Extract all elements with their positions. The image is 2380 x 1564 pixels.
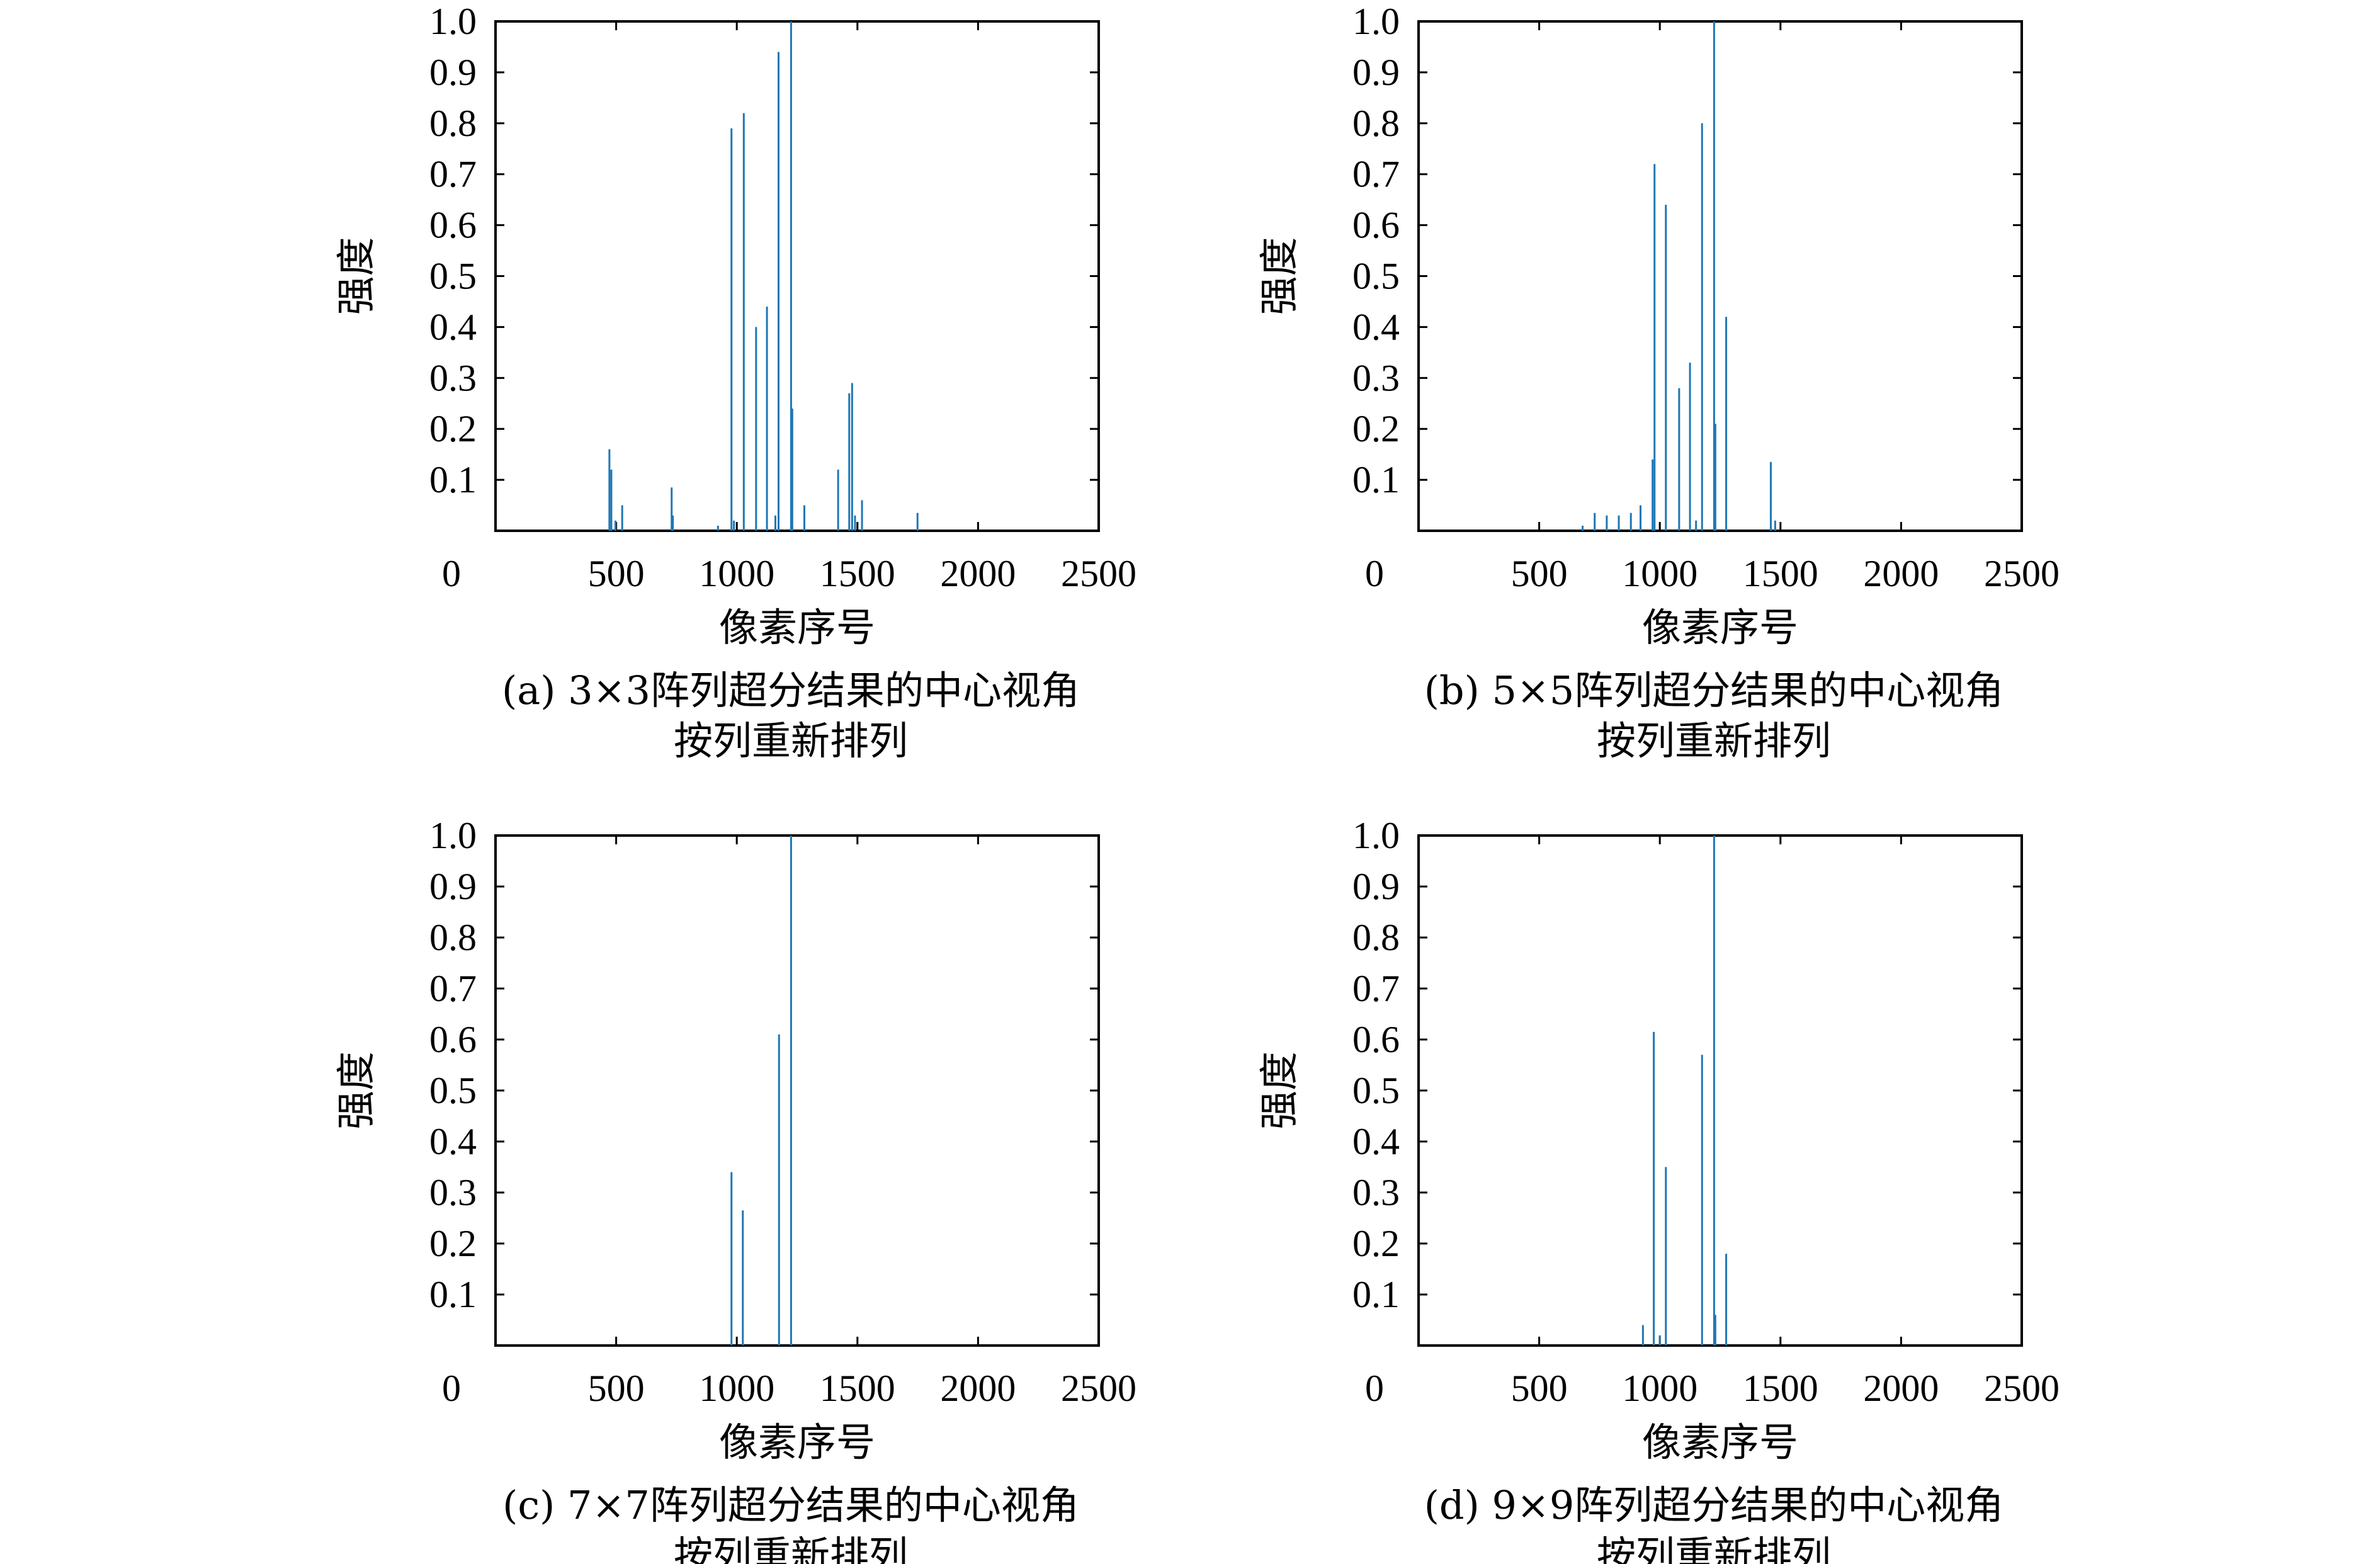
y-axis-label: 强度 — [1256, 237, 1302, 315]
y-tick-label: 0.3 — [1352, 357, 1400, 399]
chart-caption: 按列重新排列 — [674, 1533, 908, 1564]
plot-frame — [1417, 20, 2023, 532]
x-tick-label: 1500 — [1743, 553, 1818, 594]
chart-caption: (d) 9×9阵列超分结果的中心视角 — [1424, 1482, 2004, 1528]
y-tick-label: 1.0 — [429, 1, 477, 42]
y-tick-label: 0.2 — [429, 408, 477, 450]
y-tick-label: 1.0 — [1352, 815, 1400, 856]
chart-panel-0: 0.1 0.2 0.3 0.4 0.5 0.6 0.7 0.8 0.9 1.0 0 500 1000 15… — [333, 1, 1136, 764]
y-tick-label: 0.8 — [429, 103, 477, 144]
x-tick-label: 2500 — [1061, 1368, 1136, 1409]
y-tick-label: 1.0 — [429, 815, 477, 856]
x-axis-label: 像素序号 — [719, 604, 875, 650]
x-tick-label: 2500 — [1061, 553, 1136, 594]
y-tick-label: 0.6 — [1352, 1019, 1400, 1060]
x-axis-label: 像素序号 — [1642, 1419, 1798, 1465]
y-tick-label: 0.3 — [1352, 1172, 1400, 1213]
y-tick-label: 0.7 — [1352, 154, 1400, 195]
y-tick-label: 0.5 — [429, 256, 477, 297]
x-tick-label: 0 — [1365, 553, 1384, 594]
chart-caption: (b) 5×5阵列超分结果的中心视角 — [1424, 667, 2004, 713]
y-tick-label: 0.4 — [429, 306, 477, 348]
x-tick-label: 2500 — [1984, 553, 2060, 594]
x-tick-label: 0 — [1365, 1368, 1384, 1409]
x-tick-label: 0 — [442, 553, 461, 594]
y-tick-label: 0.6 — [429, 205, 477, 246]
x-tick-label: 2000 — [1863, 1368, 1939, 1409]
y-tick-label: 0.9 — [429, 866, 477, 907]
y-axis-label: 强度 — [1256, 1051, 1302, 1130]
y-tick-label: 0.6 — [1352, 205, 1400, 246]
y-tick-label: 0.1 — [1352, 1274, 1400, 1315]
y-tick-label: 0.7 — [1352, 968, 1400, 1009]
chart-caption: 按列重新排列 — [1597, 718, 1831, 764]
y-tick-label: 0.8 — [1352, 917, 1400, 958]
y-tick-label: 0.5 — [1352, 256, 1400, 297]
x-tick-label: 500 — [1511, 553, 1568, 594]
y-tick-label: 0.9 — [1352, 866, 1400, 907]
plot-frame — [494, 20, 1100, 532]
y-tick-label: 0.8 — [429, 917, 477, 958]
chart-caption: 按列重新排列 — [674, 718, 908, 764]
y-tick-label: 0.3 — [429, 1172, 477, 1213]
y-tick-label: 0.2 — [1352, 1223, 1400, 1264]
y-tick-label: 0.4 — [429, 1121, 477, 1162]
x-tick-label: 1000 — [699, 553, 774, 594]
x-tick-label: 2500 — [1984, 1368, 2060, 1409]
chart-panel-3: 0.1 0.2 0.3 0.4 0.5 0.6 0.7 0.8 0.9 1.0 0 500 1000 15… — [1256, 815, 2060, 1564]
y-tick-label: 0.7 — [429, 154, 477, 195]
y-axis-label: 强度 — [333, 1051, 379, 1130]
y-tick-label: 0.8 — [1352, 103, 1400, 144]
y-tick-label: 0.2 — [429, 1223, 477, 1264]
y-tick-label: 0.5 — [1352, 1070, 1400, 1111]
y-tick-label: 0.9 — [429, 52, 477, 93]
y-tick-label: 0.3 — [429, 357, 477, 399]
chart-caption: (c) 7×7阵列超分结果的中心视角 — [502, 1482, 1079, 1528]
chart-caption: 按列重新排列 — [1597, 1533, 1831, 1564]
plot-frame — [494, 834, 1100, 1347]
x-tick-label: 1500 — [820, 1368, 895, 1409]
y-tick-label: 0.9 — [1352, 52, 1400, 93]
x-tick-label: 1500 — [1743, 1368, 1818, 1409]
x-tick-label: 1000 — [1622, 1368, 1697, 1409]
x-tick-label: 2000 — [1863, 553, 1939, 594]
y-tick-label: 0.4 — [1352, 306, 1400, 348]
x-tick-label: 500 — [588, 553, 645, 594]
y-tick-label: 0.7 — [429, 968, 477, 1009]
y-tick-label: 0.1 — [1352, 459, 1400, 501]
chart-panel-1: 0.1 0.2 0.3 0.4 0.5 0.6 0.7 0.8 0.9 1.0 0 500 1000 15… — [1256, 1, 2060, 764]
x-tick-label: 1000 — [699, 1368, 774, 1409]
x-axis-label: 像素序号 — [1642, 604, 1798, 650]
y-tick-label: 0.4 — [1352, 1121, 1400, 1162]
plot-frame — [1417, 834, 2023, 1347]
x-tick-label: 2000 — [940, 553, 1016, 594]
chart-caption: (a) 3×3阵列超分结果的中心视角 — [502, 667, 1080, 713]
y-tick-label: 0.1 — [429, 1274, 477, 1315]
x-tick-label: 2000 — [940, 1368, 1016, 1409]
x-tick-label: 500 — [588, 1368, 645, 1409]
y-tick-label: 0.1 — [429, 459, 477, 501]
y-tick-label: 0.2 — [1352, 408, 1400, 450]
y-tick-label: 1.0 — [1352, 1, 1400, 42]
y-axis-label: 强度 — [333, 237, 379, 315]
x-axis-label: 像素序号 — [719, 1419, 875, 1465]
y-tick-label: 0.6 — [429, 1019, 477, 1060]
chart-panel-2: 0.1 0.2 0.3 0.4 0.5 0.6 0.7 0.8 0.9 1.0 0 500 1000 15… — [333, 815, 1136, 1564]
x-tick-label: 1000 — [1622, 553, 1697, 594]
x-tick-label: 0 — [442, 1368, 461, 1409]
x-tick-label: 500 — [1511, 1368, 1568, 1409]
y-tick-label: 0.5 — [429, 1070, 477, 1111]
x-tick-label: 1500 — [820, 553, 895, 594]
